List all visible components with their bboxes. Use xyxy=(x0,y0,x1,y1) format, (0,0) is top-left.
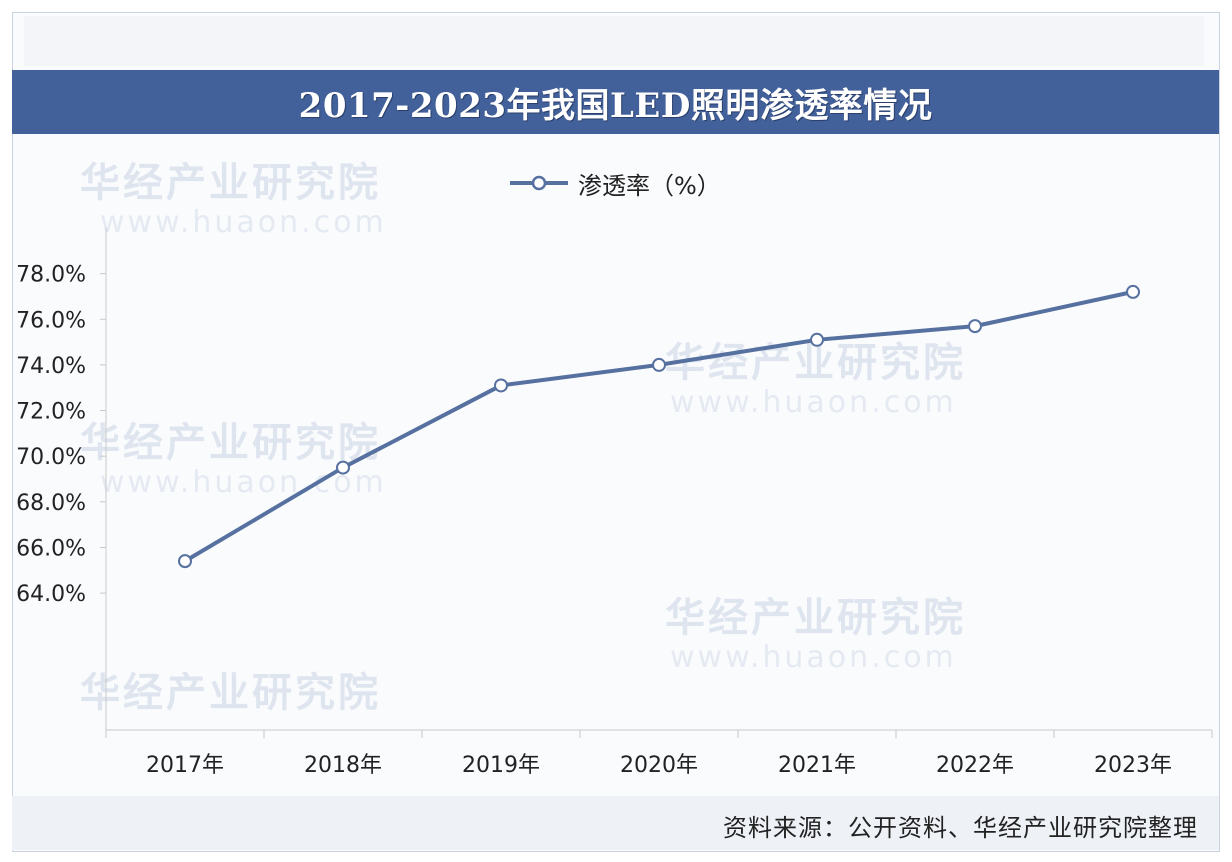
x-tick-label: 2021年 xyxy=(778,753,856,778)
y-tick-label: 64.0% xyxy=(16,582,86,607)
y-tick-label: 76.0% xyxy=(16,308,86,333)
x-tick-label: 2017年 xyxy=(146,753,224,778)
legend-line-marker xyxy=(510,175,568,191)
chart-frame xyxy=(12,12,1220,852)
data-point xyxy=(178,554,192,569)
source-note: 资料来源：公开资料、华经产业研究院整理 xyxy=(723,814,1198,842)
y-tick-label: 68.0% xyxy=(16,491,86,516)
data-point xyxy=(968,319,982,334)
y-tick-label: 66.0% xyxy=(16,536,86,561)
x-tick-label: 2022年 xyxy=(936,753,1014,778)
data-point xyxy=(1126,284,1140,299)
x-tick-label: 2023年 xyxy=(1094,753,1172,778)
x-tick-label: 2020年 xyxy=(620,753,698,778)
y-tick-label: 74.0% xyxy=(16,354,86,379)
bottom-band xyxy=(12,796,1219,850)
legend-label: 渗透率（%） xyxy=(578,171,721,200)
title-bar: 2017-2023年我国LED照明渗透率情况 xyxy=(12,70,1219,134)
x-tick-label: 2018年 xyxy=(304,753,382,778)
top-band xyxy=(24,16,1204,66)
y-tick-label: 72.0% xyxy=(16,400,86,425)
y-tick-label: 78.0% xyxy=(16,263,86,288)
data-point xyxy=(810,332,824,347)
data-point xyxy=(652,357,666,372)
x-tick-label: 2019年 xyxy=(462,753,540,778)
series-line-penetration-rate xyxy=(183,289,1134,563)
data-point xyxy=(336,460,350,475)
chart-title: 2017-2023年我国LED照明渗透率情况 xyxy=(298,85,933,126)
data-point xyxy=(494,378,508,393)
legend: 渗透率（%） xyxy=(508,168,721,200)
y-tick-label: 70.0% xyxy=(16,445,86,470)
